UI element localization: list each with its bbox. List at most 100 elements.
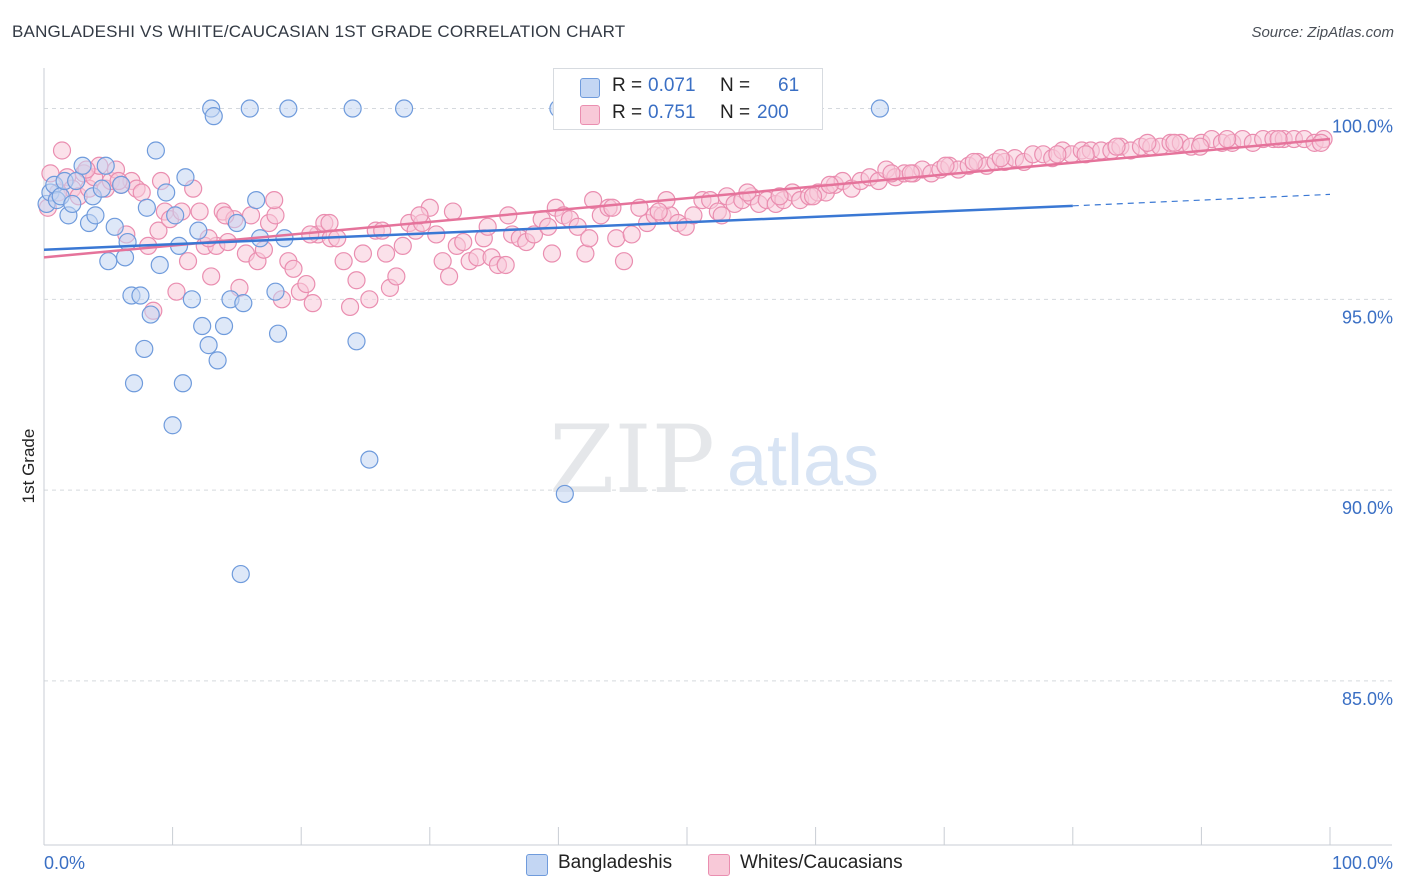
bangladeshi-point: [135, 339, 154, 359]
bangladeshi-point: [112, 175, 131, 194]
white-caucasian-point: [284, 259, 303, 278]
white-caucasian-point: [433, 252, 452, 271]
bangladeshi-point: [247, 191, 266, 210]
white-caucasian-point: [478, 217, 497, 236]
bangladeshi-point: [199, 336, 218, 355]
white-caucasian-point: [303, 294, 322, 313]
white-caucasian-point: [266, 206, 285, 225]
legend-n-label: N =: [720, 75, 751, 96]
bangladeshi-point: [240, 99, 259, 118]
bangladeshi-point: [870, 99, 890, 118]
bangladeshi-point: [227, 213, 246, 233]
bangladeshi-point: [131, 286, 150, 305]
white-caucasian-point: [454, 232, 473, 252]
x-tick-label-right: 100.0%: [1332, 853, 1393, 873]
axes: [43, 68, 1392, 846]
white-caucasian-point: [576, 244, 595, 263]
legend-n-value: 200: [757, 102, 789, 123]
bangladeshi-point: [96, 156, 115, 175]
white-caucasian-point: [1218, 129, 1237, 149]
white-caucasian-point: [584, 191, 603, 210]
white-caucasian-point: [202, 267, 221, 286]
white-caucasian-point: [167, 282, 186, 301]
bottom-legend-swatch-blue: [526, 854, 548, 876]
white-caucasian-point: [178, 252, 198, 271]
legend-r-label: R =: [612, 102, 643, 123]
bangladeshi-point: [189, 221, 208, 240]
legend-r-value: 0.751: [648, 102, 696, 123]
y-tick-labels: 100.0% 95.0% 90.0% 85.0%: [1332, 117, 1393, 709]
white-caucasian-point: [132, 183, 151, 202]
bangladeshi-point: [204, 107, 223, 126]
white-caucasian-point: [52, 141, 72, 160]
trend-lines: [43, 137, 1331, 259]
bangladeshi-point: [193, 316, 212, 336]
bangladeshi-point: [176, 168, 195, 187]
bangladeshi-point: [166, 206, 185, 225]
white-caucasian-trend-line: [43, 137, 1331, 259]
white-caucasian-point: [603, 198, 622, 217]
white-caucasian-point: [542, 244, 562, 263]
white-caucasian-point: [1107, 137, 1126, 156]
bangladeshi-point: [347, 332, 366, 351]
legend-swatch-pink: [580, 105, 600, 125]
bangladeshi-point: [105, 217, 124, 236]
white-caucasian-point: [353, 244, 373, 263]
white-caucasian-point: [340, 297, 360, 317]
bangladeshi-point: [266, 282, 285, 301]
y-axis-label: 1st Grade: [19, 429, 38, 504]
white-caucasian-point: [803, 187, 823, 206]
bangladeshi-point: [279, 99, 298, 118]
bangladeshi-point: [67, 171, 86, 191]
bangladeshi-point: [146, 141, 165, 160]
legend-n-value: 61: [778, 75, 800, 96]
bangladeshi-point: [231, 564, 250, 584]
legend-row-white: R = 0.751 N = 200: [554, 101, 822, 127]
white-caucasian-point: [991, 149, 1010, 168]
white-caucasian-point: [1048, 145, 1067, 164]
bottom-legend-label: Whites/Caucasians: [740, 852, 903, 873]
white-caucasian-point: [1076, 145, 1095, 164]
bangladeshi-point: [394, 99, 414, 118]
chart-title: BANGLADESHI VS WHITE/CAUCASIAN 1ST GRADE…: [12, 22, 626, 41]
stats-legend: R = 0.071 N = 61 R = 0.751 N = 200: [553, 68, 823, 130]
bangladeshi-point: [214, 316, 234, 336]
legend-r-value: 0.071: [648, 75, 696, 96]
bangladeshi-trend-extension: [1072, 193, 1331, 207]
white-caucasian-point: [882, 164, 901, 183]
white-caucasian-point: [265, 191, 284, 210]
bangladeshi-point: [99, 252, 118, 271]
bangladeshi-point: [268, 324, 288, 343]
white-caucasian-point: [443, 202, 463, 221]
watermark-zip: ZIP: [549, 406, 715, 515]
white-caucasian-points: [38, 129, 1333, 320]
white-caucasian-point: [334, 252, 353, 271]
white-caucasian-point: [387, 267, 406, 286]
bangladeshi-point: [150, 255, 169, 275]
bottom-legend-swatch-pink: [708, 854, 730, 876]
bangladeshi-point: [92, 179, 111, 198]
bottom-legend-label: Bangladeshis: [558, 852, 673, 873]
bangladeshi-point: [157, 183, 176, 202]
bangladeshi-point: [182, 290, 201, 309]
white-caucasian-point: [297, 274, 316, 294]
white-caucasian-point: [1138, 133, 1157, 152]
legend-n-label: N =: [720, 102, 751, 123]
bangladeshi-point: [137, 198, 156, 217]
bangladeshi-point: [63, 194, 82, 214]
bangladeshi-point: [163, 416, 182, 435]
bangladeshi-point: [73, 156, 92, 175]
bangladeshi-points: [37, 99, 890, 584]
white-caucasian-point: [964, 152, 983, 172]
white-caucasian-point: [1165, 133, 1184, 152]
y-tick-label: 85.0%: [1342, 689, 1393, 709]
bangladeshi-point: [173, 374, 192, 393]
y-tick-label: 90.0%: [1342, 498, 1393, 518]
white-caucasian-point: [496, 255, 515, 275]
y-tick-label: 95.0%: [1342, 307, 1393, 327]
white-caucasian-point: [393, 236, 412, 256]
legend-swatch-blue: [580, 78, 600, 98]
white-caucasian-point: [320, 213, 339, 233]
y-tick-label: 100.0%: [1332, 117, 1393, 137]
